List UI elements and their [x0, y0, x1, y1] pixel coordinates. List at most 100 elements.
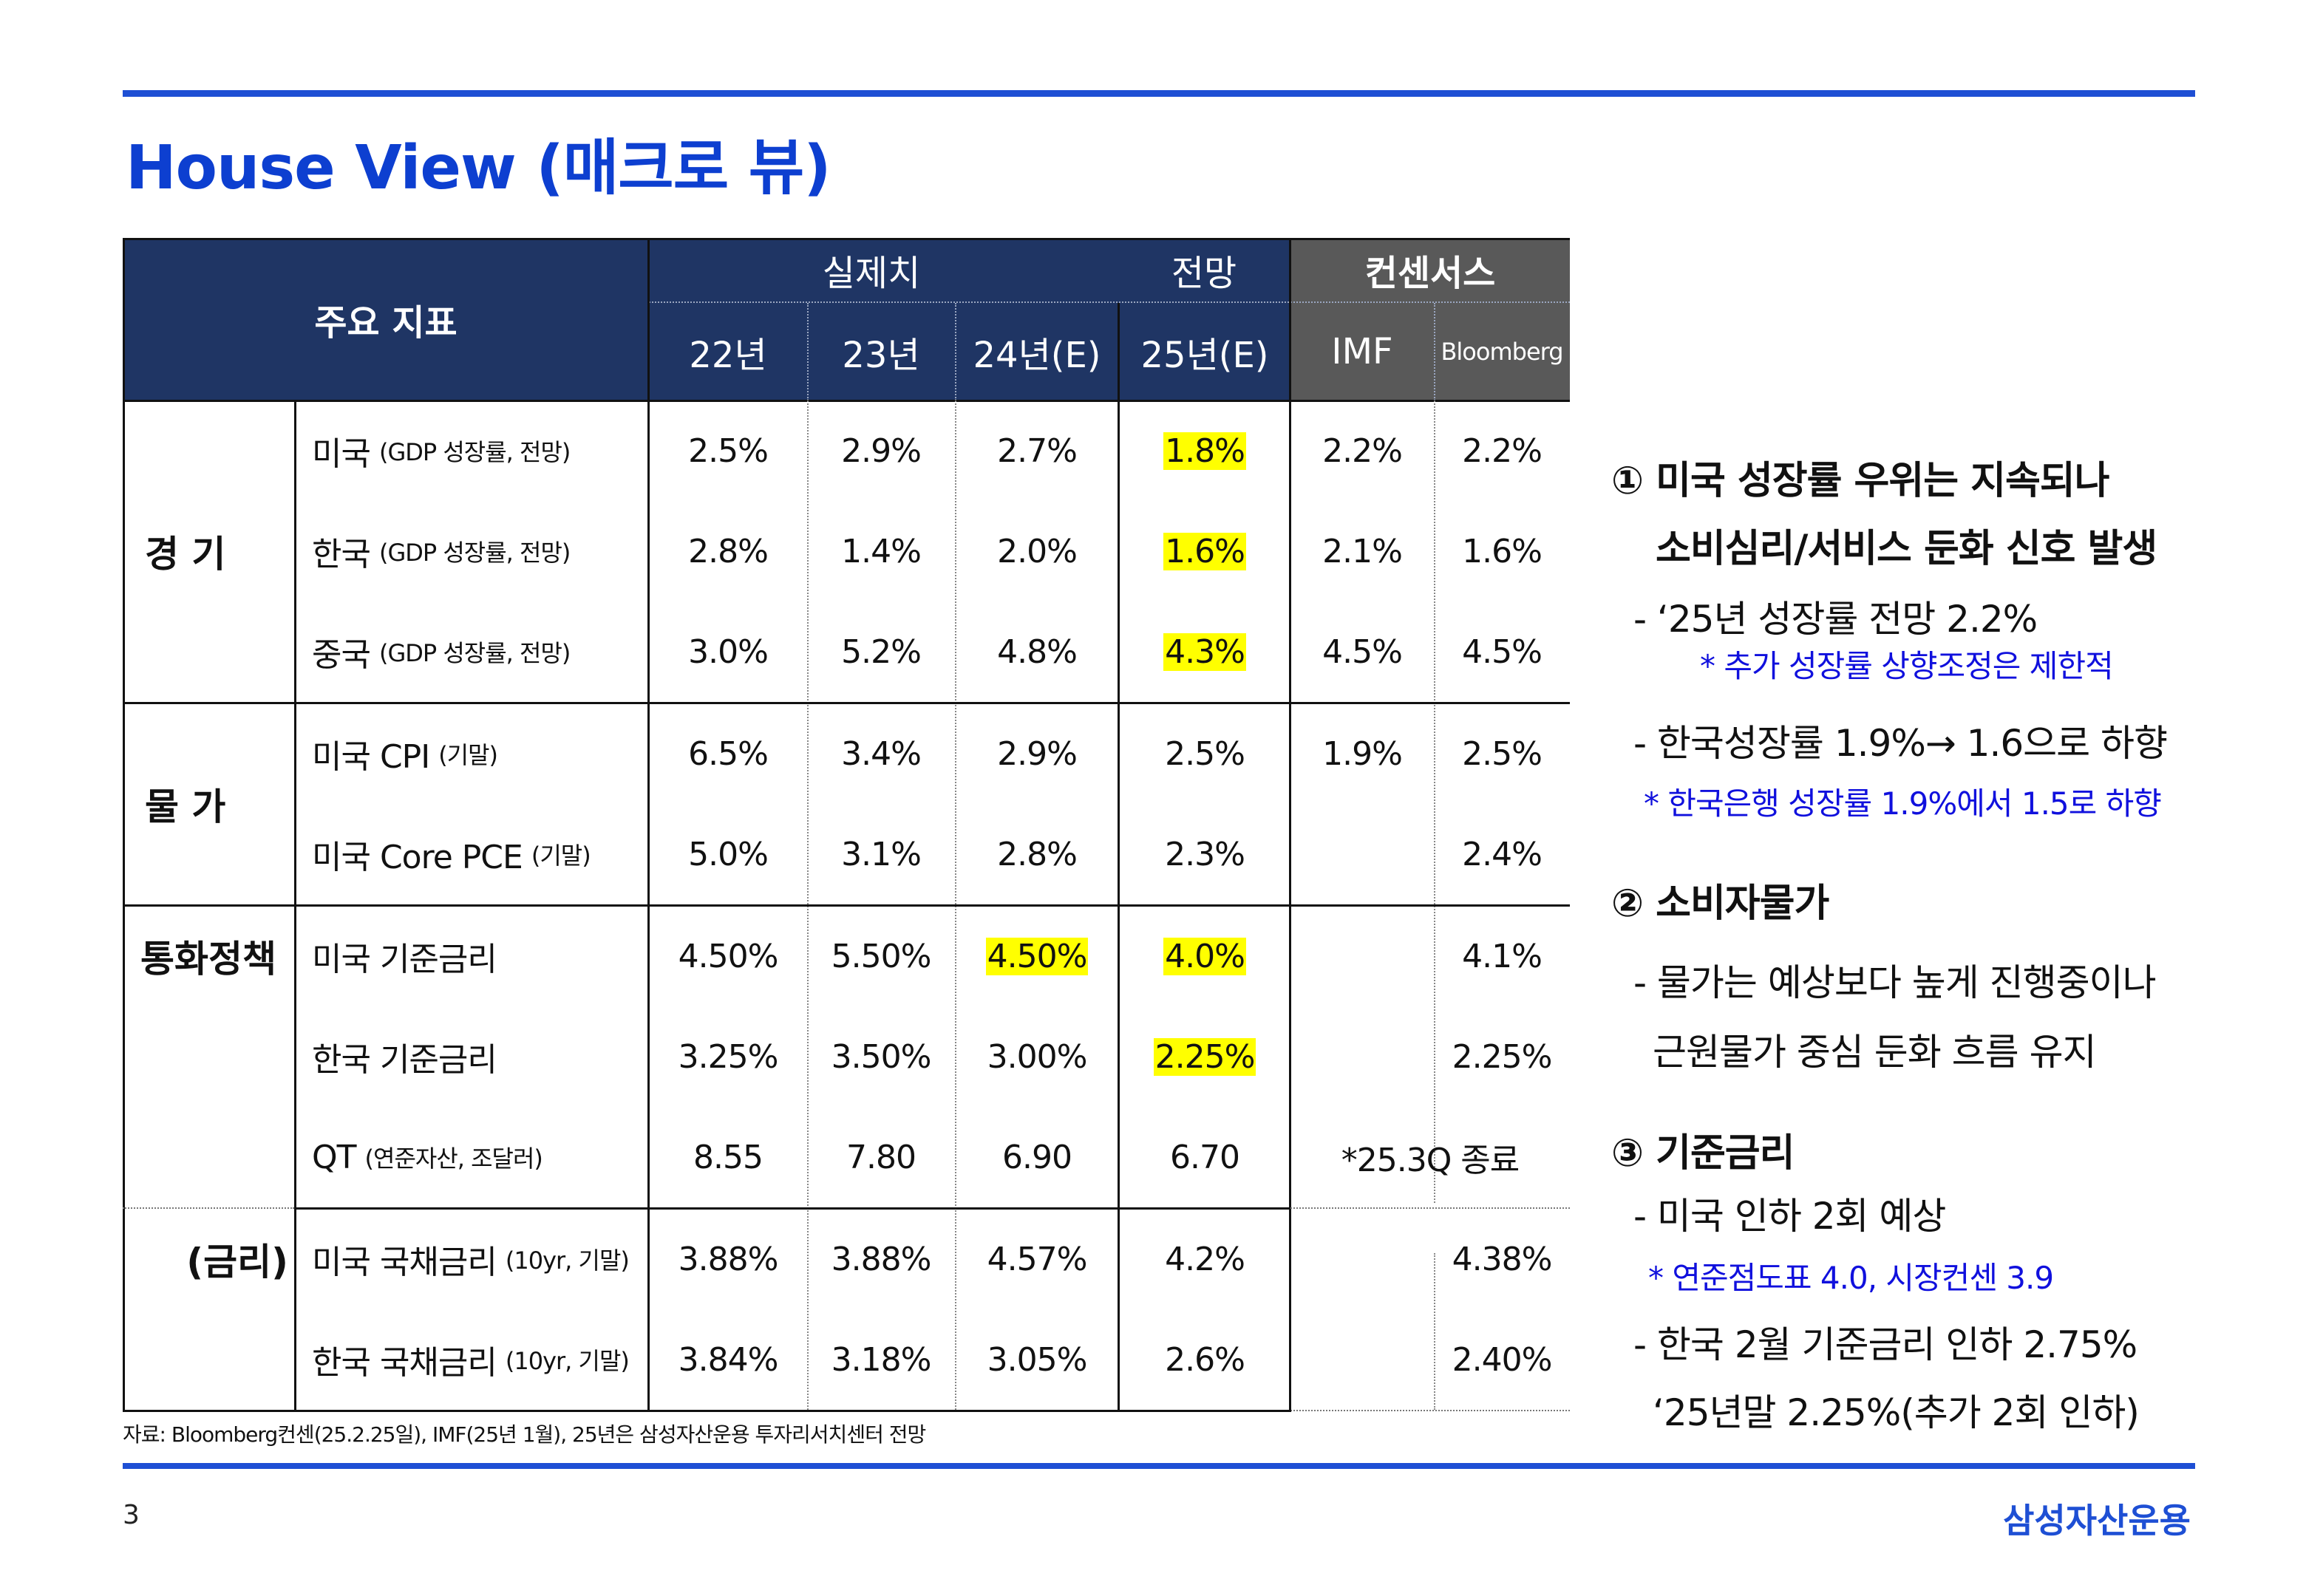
value-cell: 5.0%	[688, 835, 769, 873]
value-cell: 3.25%	[678, 1037, 779, 1076]
value-cell: 6.70	[1170, 1138, 1240, 1176]
value-cell: 1.9%	[1322, 734, 1403, 773]
note-2-bullet: - 물가는 예상보다 높게 진행중이나	[1633, 961, 2157, 1004]
header-consensus: 컨센서스	[1364, 253, 1496, 294]
value-cell: 6.5%	[688, 734, 769, 773]
value-cell: 2.0%	[997, 532, 1078, 570]
note-1-subnote: * 추가 성장률 상향조정은 제한적	[1700, 648, 2114, 684]
category-policy: 통화정책	[140, 938, 276, 981]
header-divider	[1434, 303, 1435, 400]
value-cell: 3.88%	[678, 1240, 779, 1278]
value-cell: 6.90	[1002, 1138, 1072, 1176]
value-cell: 3.05%	[987, 1340, 1088, 1379]
value-cell: 3.50%	[831, 1037, 932, 1076]
value-cell: 4.5%	[1462, 632, 1543, 671]
macro-table: 주요 지표 실제치 전망 컨센서스 22년 23년 24년(E) 25년(E) …	[123, 238, 1570, 1412]
qt-consensus-note: *25.3Q 종료	[1341, 1142, 1520, 1179]
value-cell: 7.80	[846, 1138, 916, 1176]
value-cell: 1.4%	[841, 532, 922, 570]
header-divider	[807, 303, 809, 400]
indicator-us-gdp: 미국 (GDP 성장률, 전망)	[312, 435, 571, 473]
note-3-subnote: * 연준점도표 4.0, 시장컨센 3.9	[1648, 1260, 2054, 1296]
value-cell: 5.50%	[831, 937, 932, 975]
page-title: House View (매크로 뷰)	[126, 133, 831, 203]
table-border	[123, 238, 125, 1412]
value-cell-highlighted: 4.50%	[985, 937, 1089, 975]
value-cell: 2.9%	[841, 432, 922, 470]
value-cell: 2.1%	[1322, 532, 1403, 570]
header-indicator: 주요 지표	[314, 302, 458, 344]
value-cell: 3.00%	[987, 1037, 1088, 1076]
header-year-25: 25년(E)	[1140, 335, 1269, 376]
bottom-rule	[123, 1463, 2195, 1469]
table-border	[123, 1410, 1290, 1412]
value-cell: 4.50%	[678, 937, 779, 975]
value-cell-highlighted: 4.3%	[1163, 632, 1246, 671]
note-1-heading: ① 미국 성장률 우위는 지속되나	[1611, 459, 2110, 503]
value-cell: 2.7%	[997, 432, 1078, 470]
header-divider	[647, 238, 650, 400]
section-divider	[123, 702, 1570, 704]
value-cell: 2.9%	[997, 734, 1078, 773]
header-year-23: 23년	[842, 335, 920, 376]
header-navy-bg	[123, 238, 1290, 400]
header-year-22: 22년	[689, 335, 767, 376]
value-cell: 2.8%	[688, 532, 769, 570]
header-divider	[955, 303, 956, 400]
value-cell: 4.1%	[1462, 937, 1543, 975]
value-cell: 2.2%	[1462, 432, 1543, 470]
note-3-heading: ③ 기준금리	[1611, 1131, 1795, 1176]
value-cell: 2.5%	[1462, 734, 1543, 773]
value-cell-highlighted: 1.6%	[1163, 532, 1246, 570]
note-2-bullet-cont: 근원물가 중심 둔화 흐름 유지	[1653, 1031, 2097, 1074]
header-divider	[1289, 238, 1291, 400]
header-actual: 실제치	[822, 253, 921, 294]
header-divider	[649, 301, 1570, 303]
value-cell: 4.8%	[997, 632, 1078, 671]
top-rule	[123, 90, 2195, 97]
table-divider	[1434, 1253, 1435, 1410]
indicator-us-10yr: 미국 국채금리 (10yr, 기말)	[312, 1244, 630, 1281]
value-cell: 3.18%	[831, 1340, 932, 1379]
header-forecast: 전망	[1171, 253, 1237, 294]
value-cell: 1.6%	[1462, 532, 1543, 570]
indicator-cn-gdp: 중국 (GDP 성장률, 전망)	[312, 636, 571, 674]
note-1-bullet: - 한국성장률 1.9%→ 1.6으로 하향	[1633, 722, 2168, 765]
value-cell: 2.5%	[688, 432, 769, 470]
section-divider	[294, 1207, 1290, 1210]
value-cell: 3.84%	[678, 1340, 779, 1379]
value-cell: 2.6%	[1165, 1340, 1245, 1379]
value-cell: 3.4%	[841, 734, 922, 773]
section-divider	[1290, 1207, 1570, 1209]
page-number: 3	[123, 1500, 140, 1530]
note-2-heading: ② 소비자물가	[1611, 881, 1829, 926]
category-price: 물 가	[145, 785, 226, 828]
indicator-qt: QT (연준자산, 조달러)	[312, 1138, 543, 1176]
header-bloomberg: Bloomberg	[1441, 338, 1563, 366]
category-economy: 경 기	[145, 533, 226, 576]
header-gray-bg	[1290, 238, 1570, 400]
value-cell: 5.2%	[841, 632, 922, 671]
value-cell: 3.0%	[688, 632, 769, 671]
category-rates: (금리)	[186, 1241, 288, 1283]
value-cell: 3.1%	[841, 835, 922, 873]
indicator-kr-gdp: 한국 (GDP 성장률, 전망)	[312, 536, 571, 573]
value-cell: 4.57%	[987, 1240, 1088, 1278]
value-cell: 8.55	[693, 1138, 763, 1176]
value-cell: 2.25%	[1452, 1037, 1553, 1076]
value-cell-highlighted: 1.8%	[1163, 432, 1246, 470]
value-cell: 4.2%	[1165, 1240, 1245, 1278]
value-cell: 3.88%	[831, 1240, 932, 1278]
value-cell: 2.2%	[1322, 432, 1403, 470]
table-border	[1290, 1410, 1570, 1411]
note-3-bullet: - 미국 인하 2회 예상	[1633, 1195, 1946, 1238]
table-border	[123, 238, 1570, 240]
value-cell: 4.38%	[1452, 1240, 1553, 1278]
value-cell: 4.5%	[1322, 632, 1403, 671]
indicator-kr-base-rate: 한국 기준금리	[312, 1041, 497, 1079]
value-cell: 2.4%	[1462, 835, 1543, 873]
note-1-heading-cont: 소비심리/서비스 둔화 신호 발생	[1656, 527, 2157, 571]
value-cell: 2.40%	[1452, 1340, 1553, 1379]
indicator-us-cpi: 미국 CPI (기말)	[312, 738, 498, 776]
note-3-bullet-cont: ‘25년말 2.25%(추가 2회 인하)	[1653, 1391, 2140, 1434]
